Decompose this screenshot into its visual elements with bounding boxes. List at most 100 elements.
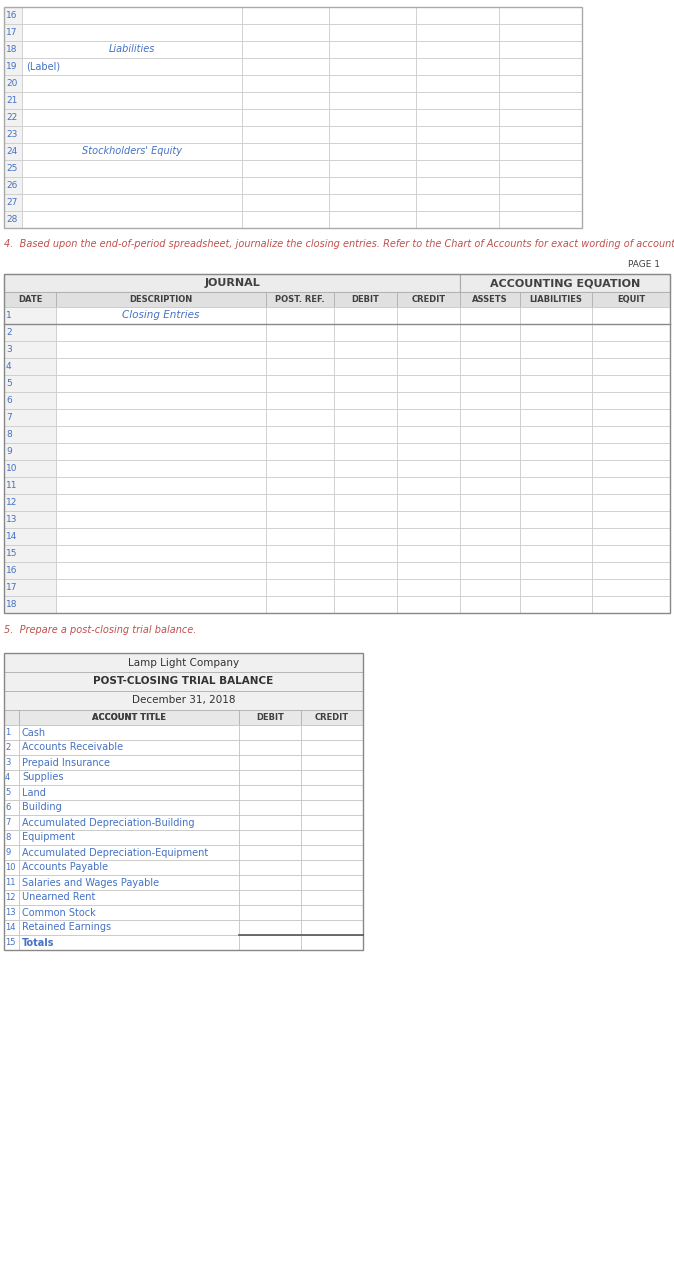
Bar bbox=[4, 710, 19, 725]
Bar bbox=[334, 340, 397, 358]
Bar bbox=[19, 875, 239, 890]
Text: Land: Land bbox=[22, 788, 46, 797]
Bar bbox=[19, 799, 239, 815]
Bar bbox=[4, 861, 19, 875]
Text: 20: 20 bbox=[6, 79, 18, 88]
Bar bbox=[266, 528, 334, 544]
Bar bbox=[329, 41, 416, 57]
Text: 5: 5 bbox=[5, 788, 10, 797]
Text: Accounts Payable: Accounts Payable bbox=[22, 862, 108, 872]
Bar bbox=[242, 194, 329, 210]
Text: Closing Entries: Closing Entries bbox=[122, 311, 200, 320]
Text: 19: 19 bbox=[6, 62, 18, 71]
Bar bbox=[592, 307, 670, 324]
Bar bbox=[22, 75, 242, 92]
Bar bbox=[520, 528, 592, 544]
Text: 6: 6 bbox=[5, 803, 10, 812]
Bar bbox=[592, 358, 670, 375]
Bar bbox=[4, 770, 19, 785]
Text: CREDIT: CREDIT bbox=[315, 713, 349, 722]
Bar bbox=[499, 92, 582, 108]
Text: 5: 5 bbox=[6, 379, 11, 388]
Bar bbox=[520, 511, 592, 528]
Bar bbox=[397, 595, 460, 613]
Bar bbox=[4, 653, 363, 672]
Bar bbox=[56, 426, 266, 442]
Bar bbox=[334, 358, 397, 375]
Bar bbox=[520, 493, 592, 511]
Bar bbox=[592, 340, 670, 358]
Bar bbox=[397, 493, 460, 511]
Bar bbox=[242, 6, 329, 24]
Bar bbox=[592, 324, 670, 340]
Text: 26: 26 bbox=[6, 181, 18, 190]
Text: December 31, 2018: December 31, 2018 bbox=[131, 695, 235, 705]
Bar bbox=[520, 562, 592, 579]
Bar bbox=[329, 143, 416, 159]
Text: 9: 9 bbox=[5, 848, 10, 857]
Bar bbox=[19, 785, 239, 799]
Bar bbox=[4, 24, 22, 41]
Bar bbox=[22, 194, 242, 210]
Bar bbox=[4, 595, 56, 613]
Text: CREDIT: CREDIT bbox=[411, 295, 446, 303]
Bar bbox=[4, 92, 22, 108]
Bar bbox=[266, 493, 334, 511]
Bar bbox=[397, 358, 460, 375]
Bar bbox=[520, 391, 592, 409]
Bar bbox=[334, 426, 397, 442]
Text: 12: 12 bbox=[6, 499, 18, 507]
Bar bbox=[301, 770, 363, 785]
Bar bbox=[4, 460, 56, 477]
Text: 9: 9 bbox=[6, 448, 11, 456]
Bar bbox=[242, 143, 329, 159]
Text: Supplies: Supplies bbox=[22, 773, 63, 783]
Text: Accumulated Depreciation-Building: Accumulated Depreciation-Building bbox=[22, 817, 195, 827]
Bar bbox=[520, 409, 592, 426]
Bar bbox=[499, 126, 582, 143]
Bar bbox=[329, 177, 416, 194]
Bar bbox=[460, 511, 520, 528]
Bar bbox=[4, 544, 56, 562]
Bar bbox=[266, 477, 334, 493]
Bar bbox=[592, 544, 670, 562]
Text: PAGE 1: PAGE 1 bbox=[628, 260, 660, 269]
Text: 15: 15 bbox=[5, 938, 16, 947]
Bar bbox=[416, 143, 499, 159]
Bar bbox=[239, 875, 301, 890]
Bar bbox=[56, 324, 266, 340]
Bar bbox=[460, 324, 520, 340]
Bar bbox=[460, 562, 520, 579]
Bar bbox=[4, 830, 19, 845]
Bar bbox=[329, 108, 416, 126]
Bar bbox=[266, 340, 334, 358]
Bar bbox=[499, 108, 582, 126]
Bar bbox=[4, 442, 56, 460]
Bar bbox=[499, 143, 582, 159]
Bar bbox=[266, 544, 334, 562]
Text: Lamp Light Company: Lamp Light Company bbox=[128, 658, 239, 668]
Bar bbox=[4, 75, 22, 92]
Bar bbox=[592, 426, 670, 442]
Text: 24: 24 bbox=[6, 147, 18, 156]
Bar bbox=[499, 194, 582, 210]
Text: 23: 23 bbox=[6, 130, 18, 139]
Bar bbox=[4, 905, 19, 921]
Bar bbox=[4, 815, 19, 830]
Bar bbox=[301, 905, 363, 921]
Bar bbox=[56, 391, 266, 409]
Bar bbox=[592, 562, 670, 579]
Text: Unearned Rent: Unearned Rent bbox=[22, 892, 96, 903]
Bar bbox=[592, 391, 670, 409]
Bar bbox=[334, 579, 397, 595]
Bar bbox=[329, 75, 416, 92]
Bar bbox=[239, 905, 301, 921]
Bar bbox=[242, 177, 329, 194]
Bar bbox=[239, 755, 301, 770]
Bar bbox=[334, 562, 397, 579]
Bar bbox=[416, 75, 499, 92]
Bar bbox=[334, 460, 397, 477]
Bar bbox=[397, 340, 460, 358]
Bar bbox=[397, 511, 460, 528]
Text: 22: 22 bbox=[6, 113, 18, 122]
